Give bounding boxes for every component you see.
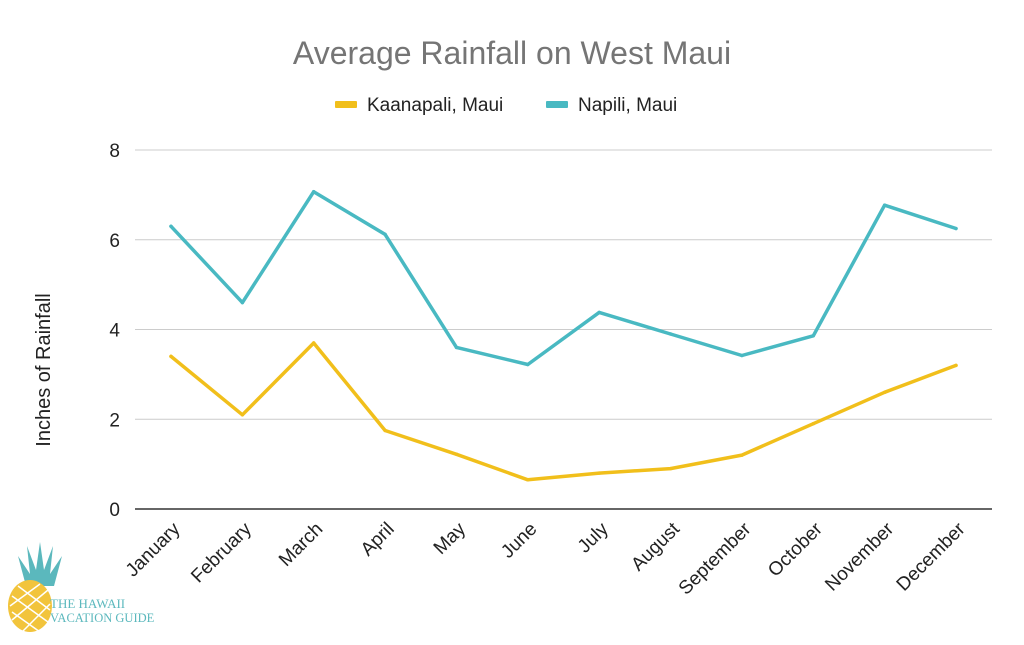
- chart-title: Average Rainfall on West Maui: [293, 35, 731, 71]
- y-tick-label: 4: [109, 321, 120, 342]
- x-tick-label: December: [893, 518, 970, 595]
- legend-swatch-napili: [546, 101, 568, 108]
- x-tick-label: August: [627, 518, 684, 575]
- data-point: [954, 226, 958, 231]
- y-axis-ticks: 0 2 4 6 8: [109, 141, 120, 521]
- data-point: [597, 310, 601, 315]
- data-point: [740, 453, 744, 457]
- pineapple-icon: [8, 542, 62, 633]
- y-tick-label: 6: [109, 231, 120, 252]
- data-point: [169, 354, 173, 359]
- data-point: [454, 345, 459, 350]
- x-tick-label: February: [187, 518, 256, 587]
- y-tick-label: 0: [109, 500, 120, 521]
- x-tick-label: October: [764, 518, 827, 581]
- legend-label-kaanapali: Kaanapali, Maui: [367, 95, 503, 116]
- logo-line-2: VACATION GUIDE: [50, 611, 155, 625]
- logo-line-1: THE HAWAII: [50, 596, 125, 611]
- x-tick-label: November: [821, 518, 898, 595]
- y-axis-label: Inches of Rainfall: [33, 293, 55, 446]
- series-line-napili: [169, 189, 958, 367]
- data-point: [811, 334, 815, 338]
- legend-swatch-kaanapali: [335, 101, 357, 108]
- y-tick-label: 2: [109, 410, 120, 431]
- data-point: [526, 478, 530, 482]
- data-point: [882, 390, 887, 395]
- y-tick-label: 8: [109, 141, 120, 162]
- data-point: [169, 224, 173, 228]
- data-point: [383, 428, 387, 433]
- data-point: [597, 471, 601, 475]
- data-point: [312, 190, 316, 194]
- data-point: [668, 466, 673, 471]
- x-axis-ticks: January February March April May June July Augu…: [122, 518, 970, 599]
- legend-label-napili: Napili, Maui: [578, 95, 677, 116]
- data-point: [882, 203, 887, 207]
- gridlines: [135, 149, 992, 510]
- x-tick-label: September: [675, 518, 756, 599]
- x-tick-label: June: [497, 519, 541, 563]
- data-point: [740, 353, 744, 358]
- data-point: [811, 422, 815, 426]
- x-tick-label: July: [574, 518, 613, 557]
- x-tick-label: January: [122, 518, 185, 581]
- data-point: [526, 362, 530, 367]
- x-tick-label: May: [430, 518, 471, 559]
- data-point: [668, 332, 673, 336]
- series: [169, 189, 958, 482]
- legend: Kaanapali, Maui Napili, Maui: [335, 95, 677, 116]
- data-point: [383, 232, 387, 237]
- data-point: [454, 452, 459, 456]
- x-tick-label: April: [357, 519, 399, 561]
- data-point: [312, 341, 316, 345]
- data-point: [240, 413, 245, 417]
- data-point: [954, 363, 958, 368]
- data-point: [240, 300, 245, 305]
- site-logo: THE HAWAII VACATION GUIDE: [8, 542, 155, 633]
- series-line-kaanapali: [169, 341, 958, 482]
- x-tick-label: March: [275, 519, 327, 571]
